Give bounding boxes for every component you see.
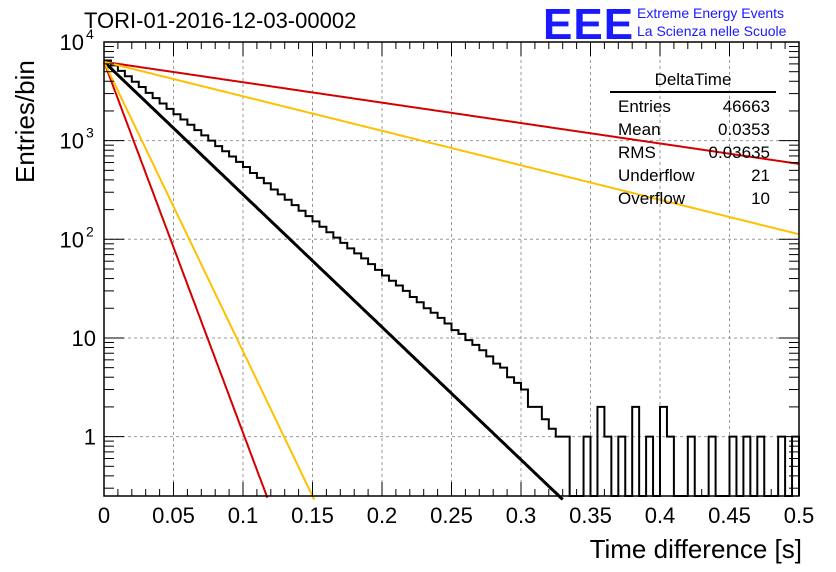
x-tick-label: 0 <box>98 503 110 528</box>
x-tick-label: 0.2 <box>367 503 398 528</box>
y-tick-exponent: 3 <box>86 125 94 141</box>
y-tick-exponent: 2 <box>86 223 94 239</box>
x-tick-label: 0.4 <box>645 503 676 528</box>
y-tick-label: 10 <box>72 326 96 351</box>
stats-label: Entries <box>618 97 671 116</box>
stats-label: Underflow <box>618 166 695 185</box>
y-axis-label: Entries/bin <box>10 60 40 183</box>
x-axis-label: Time difference [s] <box>589 534 802 564</box>
chart-title: TORI-01-2016-12-03-00002 <box>84 8 357 33</box>
x-tick-label: 0.35 <box>569 503 612 528</box>
eee-logo: EEE <box>543 0 635 49</box>
stats-row-mean: Mean 0.0353 <box>610 118 776 141</box>
x-tick-label: 0.3 <box>506 503 537 528</box>
axis-ticks <box>103 41 800 496</box>
fit-curves <box>102 60 800 501</box>
logo-caption-line2: La Scienza nelle Scuole <box>637 23 787 39</box>
stats-value: 0.0353 <box>718 120 770 139</box>
stats-box: DeltaTime Entries 46663 Mean 0.0353 RMS 0.0… <box>610 70 776 210</box>
x-tick-label: 0.1 <box>228 503 259 528</box>
x-tick-label: 0.25 <box>430 503 473 528</box>
stats-label: Mean <box>618 120 661 139</box>
stats-label: RMS <box>618 143 656 162</box>
decay-curve <box>102 60 564 501</box>
stats-title: DeltaTime <box>610 70 776 93</box>
decay-curve <box>103 60 800 165</box>
x-tick-label: 0.5 <box>784 503 815 528</box>
stats-label: Overflow <box>618 189 686 208</box>
y-tick-label: 10 <box>60 30 84 55</box>
histogram-steps <box>104 59 800 497</box>
stats-value: 0.03635 <box>708 143 770 162</box>
stats-value: 10 <box>751 189 770 208</box>
decay-curve <box>103 61 269 499</box>
stats-row-rms: RMS 0.03635 <box>610 141 776 164</box>
logo-caption-line1: Extreme Energy Events <box>637 5 785 21</box>
x-tick-label: 0.15 <box>291 503 334 528</box>
stats-value: 21 <box>751 166 770 185</box>
y-tick-exponent: 4 <box>86 26 94 42</box>
decay-curve <box>103 61 316 501</box>
decay-curve <box>103 60 800 236</box>
y-tick-label: 10 <box>60 227 84 252</box>
x-tick-labels: 0 0.05 0.1 0.15 0.2 0.25 0.3 0.35 0.4 0.45 0.5 <box>98 503 814 528</box>
x-tick-label: 0.45 <box>708 503 751 528</box>
stats-value: 46663 <box>722 97 770 116</box>
y-tick-label: 10 <box>60 129 84 154</box>
x-tick-label: 0.05 <box>152 503 195 528</box>
stats-row-overflow: Overflow 10 <box>610 187 776 210</box>
logo-caption: Extreme Energy Events La Scienza nelle S… <box>637 4 786 40</box>
histogram <box>104 59 800 497</box>
stats-row-underflow: Underflow 21 <box>610 164 776 187</box>
y-tick-label: 1 <box>84 425 96 450</box>
stats-row-entries: Entries 46663 <box>610 95 776 118</box>
